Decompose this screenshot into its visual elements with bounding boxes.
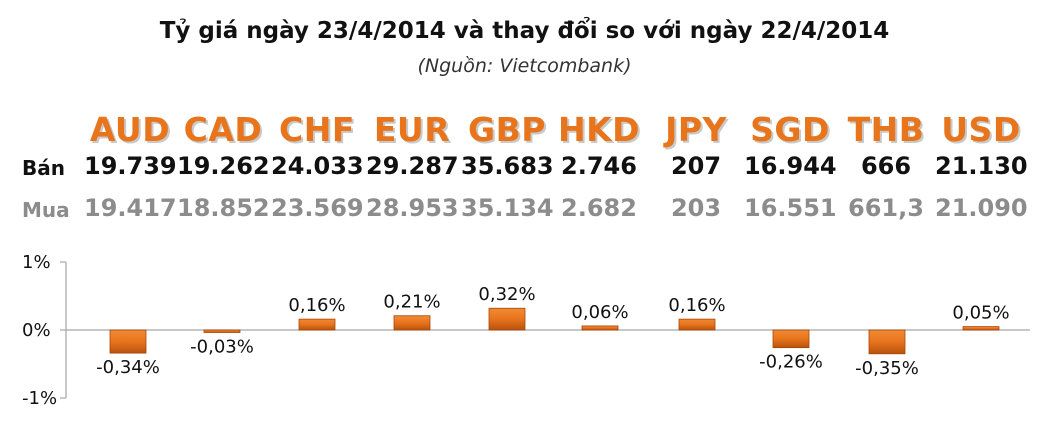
mua-value-usd: 21.090 bbox=[935, 194, 1028, 222]
currency-code-gbp: GBP bbox=[468, 110, 546, 149]
mua-value-thb: 661,3 bbox=[848, 194, 924, 222]
bar-chf bbox=[298, 318, 336, 331]
data-label-hkd: 0,06% bbox=[571, 302, 628, 323]
bar-aud bbox=[109, 329, 147, 354]
ban-value-eur: 29.287 bbox=[366, 152, 459, 180]
ban-value-aud: 19.739 bbox=[84, 152, 177, 180]
chart-bar-layer bbox=[109, 307, 1000, 355]
mua-row-label: Mua bbox=[22, 198, 70, 222]
data-label-eur: 0,21% bbox=[383, 292, 440, 313]
currency-code-jpy: JPY bbox=[665, 110, 727, 149]
y-tick-label: -1% bbox=[22, 388, 57, 409]
currency-code-chf: CHF bbox=[279, 110, 355, 149]
mua-value-sgd: 16.551 bbox=[744, 194, 837, 222]
mua-value-hkd: 2.682 bbox=[561, 194, 637, 222]
bar-sgd bbox=[772, 329, 810, 349]
data-label-aud: -0,34% bbox=[96, 357, 160, 378]
currency-code-aud: AUD bbox=[89, 110, 171, 149]
ban-row-label: Bán bbox=[22, 156, 65, 180]
data-label-chf: 0,16% bbox=[288, 295, 345, 316]
bar-gbp bbox=[488, 307, 526, 331]
bar-thb bbox=[868, 329, 906, 355]
ban-value-gbp: 35.683 bbox=[461, 152, 554, 180]
bar-jpy bbox=[678, 318, 716, 331]
data-label-usd: 0,05% bbox=[952, 303, 1009, 324]
mua-value-chf: 23.569 bbox=[271, 194, 364, 222]
currency-code-cad: CAD bbox=[183, 110, 263, 149]
ban-value-chf: 24.033 bbox=[271, 152, 364, 180]
data-label-cad: -0,03% bbox=[190, 337, 254, 358]
source-subtitle: (Nguồn: Vietcombank) bbox=[417, 55, 632, 77]
ban-value-cad: 19.262 bbox=[177, 152, 270, 180]
currency-code-hkd: HKD bbox=[557, 110, 641, 149]
data-label-gbp: 0,32% bbox=[478, 284, 535, 305]
mua-value-cad: 18.852 bbox=[177, 194, 270, 222]
currency-code-usd: USD bbox=[941, 110, 1021, 149]
chart-label-layer: -0,34% -0,03% 0,16% 0,21% 0,32% 0,06% 0,16% -0,… bbox=[96, 284, 1009, 379]
currency-code-eur: EUR bbox=[373, 110, 451, 149]
percent-change-chart: 1% 0% -1% -0,34% -0,03% 0,16% 0,21% 0,32% 0,06%… bbox=[22, 252, 1030, 409]
data-label-sgd: -0,26% bbox=[759, 352, 823, 373]
ban-value-hkd: 2.746 bbox=[561, 152, 637, 180]
page-title: Tỷ giá ngày 23/4/2014 và thay đổi so với… bbox=[159, 18, 890, 44]
mua-value-jpy: 203 bbox=[670, 194, 722, 222]
y-tick-label: 0% bbox=[22, 320, 51, 341]
ban-value-jpy: 207 bbox=[670, 152, 722, 180]
ban-value-thb: 666 bbox=[860, 152, 912, 180]
ban-value-sgd: 16.944 bbox=[744, 152, 837, 180]
ban-value-usd: 21.130 bbox=[935, 152, 1028, 180]
bar-hkd bbox=[581, 325, 619, 331]
mua-value-gbp: 35.134 bbox=[461, 194, 554, 222]
mua-value-eur: 28.953 bbox=[366, 194, 459, 222]
mua-value-aud: 19.417 bbox=[84, 194, 177, 222]
data-label-thb: -0,35% bbox=[855, 358, 919, 379]
currency-code-sgd: SGD bbox=[750, 110, 830, 149]
bar-usd bbox=[962, 326, 1000, 331]
y-tick-label: 1% bbox=[22, 252, 51, 273]
bar-cad bbox=[203, 329, 241, 333]
bar-eur bbox=[393, 315, 431, 331]
currency-code-thb: THB bbox=[847, 110, 925, 149]
data-label-jpy: 0,16% bbox=[668, 295, 725, 316]
